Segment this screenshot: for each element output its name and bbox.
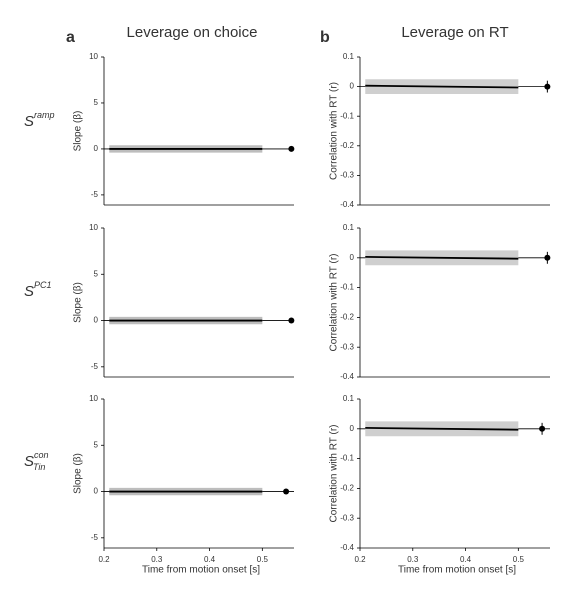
y-tick-label: -0.1 <box>340 283 354 292</box>
row-label-base: S <box>24 113 34 130</box>
row-label-sub: Tin <box>33 462 45 472</box>
line <box>365 427 519 431</box>
x-tick-label: 0.4 <box>204 555 216 564</box>
y-axis-label: Correlation with RT (r) <box>329 254 340 352</box>
y-tick-label: 0.1 <box>343 223 355 232</box>
column-title: Leverage on choice <box>127 24 258 41</box>
y-axis-label: Slope (β) <box>73 453 84 494</box>
y-tick-label: -0.3 <box>340 513 354 522</box>
y-tick-label: 0.1 <box>343 52 355 61</box>
y-tick-label: -0.2 <box>340 484 354 493</box>
y-tick-label: -5 <box>91 362 99 371</box>
line <box>365 84 519 89</box>
line <box>365 256 519 260</box>
y-tick-label: -0.4 <box>340 200 354 209</box>
point <box>288 317 295 324</box>
y-axis-label: Slope (β) <box>73 111 84 152</box>
x-tick-label: 0.3 <box>407 555 419 564</box>
point <box>544 83 551 90</box>
x-tick-label: 0.5 <box>257 555 269 564</box>
y-tick-label: 0 <box>350 253 355 262</box>
y-tick-label: 5 <box>94 269 99 278</box>
row-label-sup: con <box>34 450 49 460</box>
column-title: Leverage on RT <box>401 24 508 41</box>
y-tick-label: -0.4 <box>340 543 354 552</box>
point <box>283 488 290 495</box>
x-tick-label: 0.2 <box>98 555 110 564</box>
x-tick-label: 0.2 <box>354 555 366 564</box>
y-tick-label: 0.1 <box>343 394 355 403</box>
row-label-sup: ramp <box>34 110 55 120</box>
x-tick-label: 0.3 <box>151 555 163 564</box>
y-tick-label: -5 <box>91 190 99 199</box>
y-tick-label: -0.2 <box>340 141 354 150</box>
y-tick-label: 0 <box>350 82 355 91</box>
y-tick-label: -0.2 <box>340 313 354 322</box>
row-label: Scon Tin <box>24 450 49 472</box>
y-axis-label: Slope (β) <box>73 282 84 323</box>
y-tick-label: 0 <box>94 487 99 496</box>
row-label-base: S <box>24 453 34 470</box>
y-tick-label: 0 <box>94 316 99 325</box>
point <box>288 145 295 152</box>
y-tick-label: -0.3 <box>340 342 354 351</box>
y-tick-label: -0.4 <box>340 372 354 381</box>
y-tick-label: -5 <box>91 533 99 542</box>
panel-label: b <box>320 29 330 46</box>
y-tick-label: 5 <box>94 440 99 449</box>
x-axis-label: Time from motion onset [s] <box>398 565 516 576</box>
y-tick-label: 10 <box>89 52 98 61</box>
row-label-base: S <box>24 283 34 300</box>
y-tick-label: 5 <box>94 98 99 107</box>
x-tick-label: 0.5 <box>513 555 525 564</box>
y-tick-label: -0.3 <box>340 171 354 180</box>
y-axis-label: Correlation with RT (r) <box>329 425 340 523</box>
x-axis-label: Time from motion onset [s] <box>142 565 260 576</box>
y-tick-label: -0.1 <box>340 454 354 463</box>
point <box>544 254 551 261</box>
y-axis-label: Correlation with RT (r) <box>329 82 340 180</box>
y-tick-label: 0 <box>350 424 355 433</box>
panel-label: a <box>66 29 75 46</box>
row-label: SPC1 <box>24 280 52 300</box>
row-label: Sramp <box>24 110 55 130</box>
x-tick-label: 0.4 <box>460 555 472 564</box>
y-tick-label: -0.1 <box>340 111 354 120</box>
y-tick-label: 0 <box>94 144 99 153</box>
point <box>539 425 546 432</box>
y-tick-label: 10 <box>89 223 98 232</box>
row-label-sup: PC1 <box>34 280 52 290</box>
y-tick-label: 10 <box>89 394 98 403</box>
